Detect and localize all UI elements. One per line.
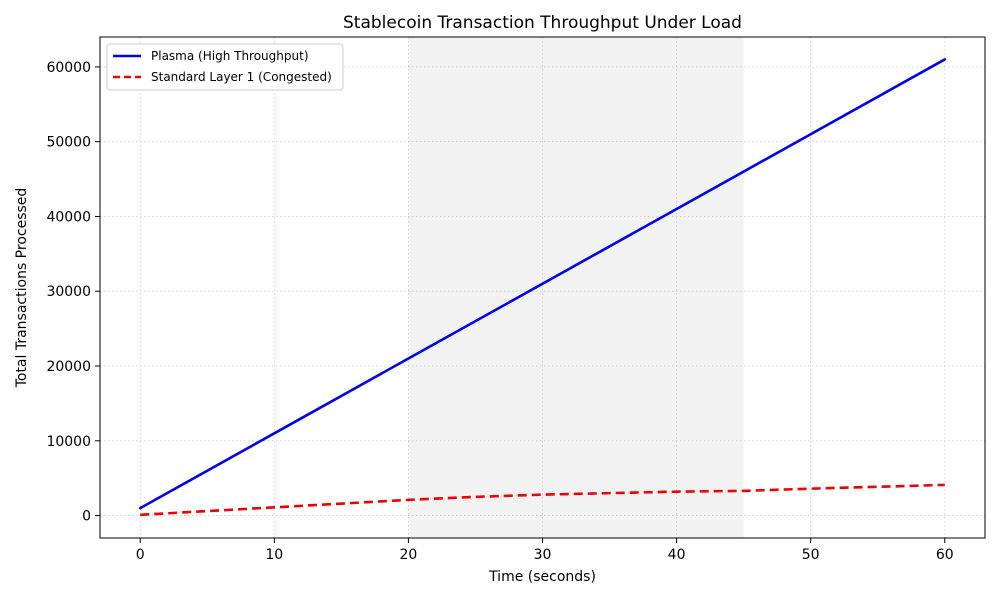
- x-tick-label: 10: [265, 547, 283, 563]
- y-tick-label: 60000: [46, 60, 91, 76]
- series-line-1: [138, 58, 947, 510]
- x-axis-label: Time (seconds): [488, 569, 596, 585]
- legend-label-1: Plasma (High Throughput): [151, 49, 309, 63]
- x-tick-label: 20: [399, 547, 417, 563]
- y-tick-label: 30000: [46, 284, 91, 300]
- y-tick-label: 0: [82, 509, 91, 525]
- y-tick-label: 40000: [46, 209, 91, 225]
- grid-layer: [100, 37, 985, 538]
- tick-layer: 0 10 20 30 40 50 60 0 10000 20000 30000 40000 50000 6…: [46, 60, 953, 563]
- y-axis-label: Total Transactions Processed: [14, 188, 30, 389]
- x-tick-label: 40: [668, 547, 686, 563]
- y-tick-label: 20000: [46, 359, 91, 375]
- x-tick-label: 0: [136, 547, 145, 563]
- x-tick-label: 50: [802, 547, 820, 563]
- chart-title: Stablecoin Transaction Throughput Under …: [343, 13, 742, 33]
- shaded-region-layer: [408, 37, 744, 538]
- legend-box: [106, 43, 344, 91]
- series-layer: [138, 58, 947, 517]
- legend: Plasma (High Throughput) Standard Layer 1…: [106, 43, 344, 91]
- x-tick-label: 60: [936, 547, 954, 563]
- legend-label-2: Standard Layer 1 (Congested): [151, 70, 332, 84]
- y-tick-label: 50000: [46, 135, 91, 151]
- series-line-2: [140, 483, 945, 517]
- y-tick-label: 10000: [46, 434, 91, 450]
- x-tick-label: 30: [534, 547, 552, 563]
- shaded-region: [408, 37, 744, 538]
